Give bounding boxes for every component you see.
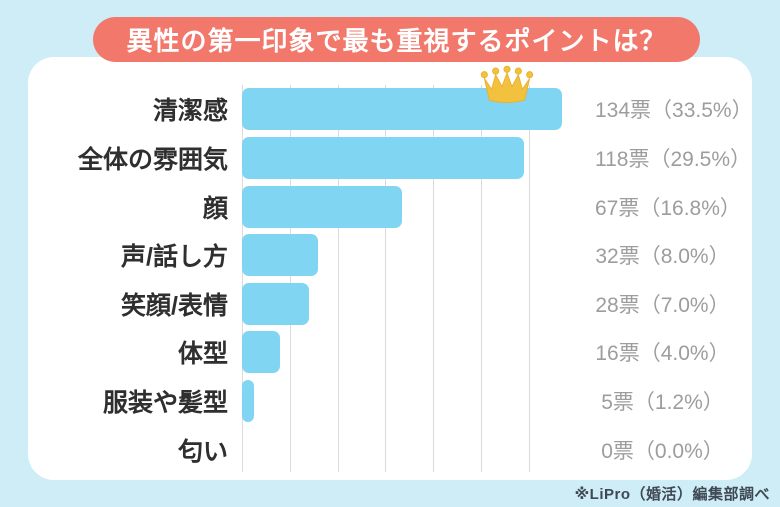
bar	[242, 185, 403, 228]
bar-track	[242, 88, 595, 131]
category-label: 清潔感	[152, 97, 228, 126]
value-label: 16票（4.0%）	[595, 342, 730, 366]
value-label: 5票（1.2%）	[601, 391, 724, 415]
gridline	[433, 85, 435, 472]
chart-row: 体型 16票（4.0%）	[28, 328, 752, 377]
category-label: 匂い	[177, 437, 228, 466]
chart-row: 服装や髪型 5票（1.2%）	[28, 377, 752, 426]
gridline	[337, 85, 339, 472]
bar	[242, 380, 254, 423]
bar	[242, 136, 525, 179]
bar-track	[242, 282, 595, 325]
chart-card: 清潔感 134票（33.5%） 全体の雰囲気 118票（29.5%） 顔 67票（16.8…	[28, 57, 753, 480]
gridline	[289, 85, 291, 472]
value-label: 67票（16.8%）	[595, 196, 741, 220]
value-label: 32票（8.0%）	[595, 245, 730, 269]
value-label: 118票（29.5%）	[595, 147, 752, 171]
crown-icon	[480, 65, 534, 104]
chart-row: 笑顔/表情 28票（7.0%）	[28, 280, 752, 329]
value-label: 28票（7.0%）	[595, 293, 730, 317]
chart-rows: 清潔感 134票（33.5%） 全体の雰囲気 118票（29.5%） 顔 67票（16.8…	[28, 85, 753, 474]
page-title-text: 異性の第一印象で最も重視するポイントは？	[126, 26, 667, 56]
bar-track	[242, 331, 595, 374]
bar-track	[242, 185, 595, 228]
page-title: 異性の第一印象で最も重視するポイントは？	[93, 17, 700, 62]
category-label: 笑顔/表情	[121, 291, 228, 320]
bar-track	[242, 380, 595, 423]
value-label: 0票（0.0%）	[601, 439, 724, 463]
bar-chart: 清潔感 134票（33.5%） 全体の雰囲気 118票（29.5%） 顔 67票（16.8…	[28, 85, 753, 474]
chart-row: 清潔感 134票（33.5%）	[28, 85, 753, 134]
value-label: 134票（33.5%）	[595, 99, 753, 123]
source-note: ※LiPro（婚活）編集部調べ	[574, 486, 770, 503]
category-label: 体型	[177, 340, 228, 369]
category-label: 服装や髪型	[102, 389, 228, 418]
gridline	[242, 85, 243, 472]
bar	[242, 282, 309, 325]
chart-row: 顔 67票（16.8%）	[28, 182, 752, 231]
category-label: 全体の雰囲気	[77, 145, 228, 174]
gridline	[528, 85, 530, 472]
gridline	[385, 85, 387, 472]
chart-row: 声/話し方 32票（8.0%）	[28, 231, 752, 280]
category-label: 声/話し方	[121, 243, 228, 272]
bar	[242, 331, 281, 374]
bar	[242, 234, 319, 277]
gridlines	[242, 85, 530, 472]
bar-track	[242, 234, 595, 277]
gridline	[481, 85, 482, 472]
category-label: 顔	[202, 194, 228, 223]
bar-track	[242, 429, 595, 471]
chart-row: 匂い 0票（0.0%）	[28, 425, 752, 474]
bar-track	[242, 136, 595, 179]
chart-row: 全体の雰囲気 118票（29.5%）	[28, 134, 752, 183]
